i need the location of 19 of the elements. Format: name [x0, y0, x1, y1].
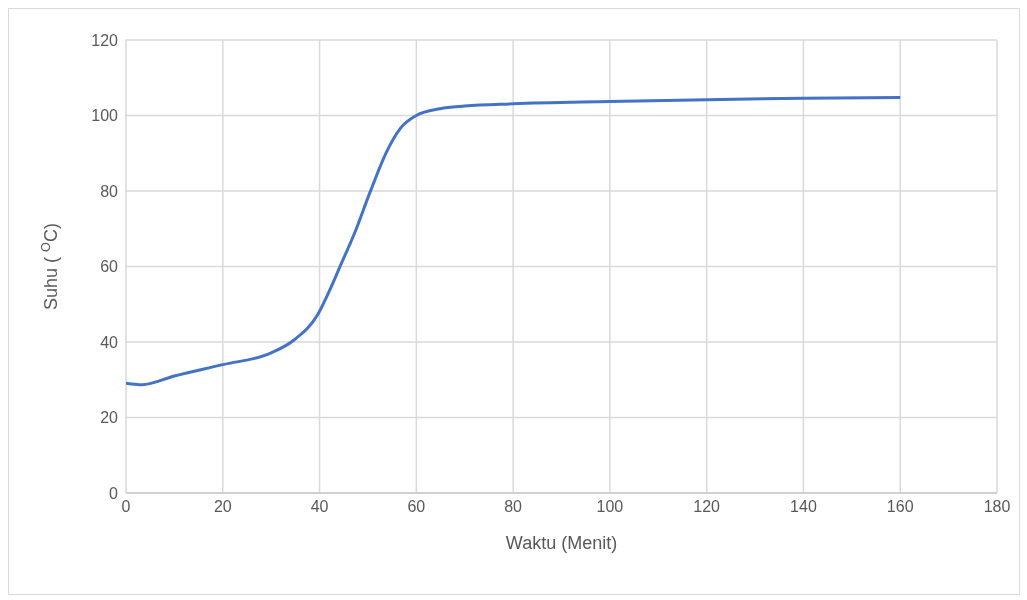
x-axis-title: Waktu (Menit) [505, 533, 618, 553]
x-tick-label: 40 [310, 498, 329, 516]
x-tick-label: 60 [407, 498, 426, 516]
y-tick-label: 60 [100, 258, 119, 276]
x-tick-label: 0 [121, 498, 131, 516]
x-tick-label: 180 [983, 498, 1011, 516]
x-tick-label: 20 [213, 498, 232, 516]
y-tick-label: 100 [91, 107, 119, 125]
y-tick-label: 0 [109, 484, 119, 502]
y-tick-label: 20 [100, 409, 119, 427]
x-tick-label: 80 [504, 498, 523, 516]
y-tick-label: 120 [91, 31, 119, 49]
y-tick-label: 80 [100, 182, 119, 200]
line-series [126, 95, 902, 387]
y-tick-label: 40 [100, 333, 119, 351]
x-tick-label: 100 [596, 498, 624, 516]
x-tick-label: 120 [693, 498, 721, 516]
x-tick-label: 160 [886, 498, 914, 516]
x-tick-label: 140 [790, 498, 817, 516]
